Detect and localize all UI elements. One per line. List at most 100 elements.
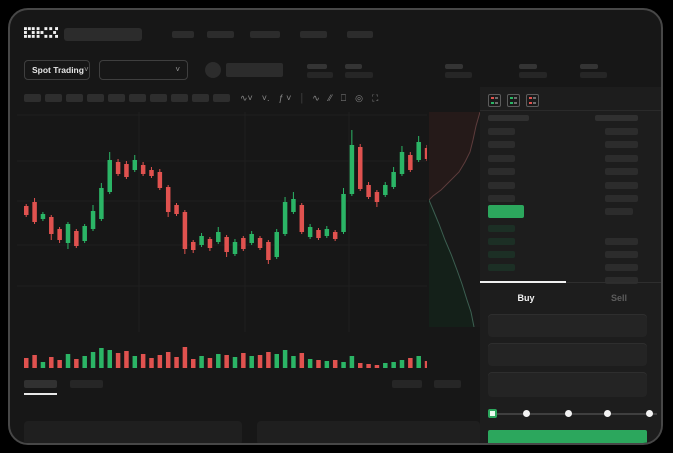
ask-amount-placeholder [605,154,638,162]
compare-icon[interactable]: ˅. [261,93,270,103]
book-icon-mark [529,102,532,104]
coin-avatar [205,62,221,78]
timeframe-button-5[interactable] [108,94,125,102]
last-price-amount-placeholder [605,208,633,215]
bid-row[interactable] [480,225,661,233]
orders-row-1 [24,421,242,443]
market-type-label: Spot Trading [32,65,84,75]
indicators-icon[interactable]: ƒ ˅ [278,93,292,103]
amount-slider-track[interactable] [492,413,657,415]
search-input[interactable] [64,28,142,41]
price-input[interactable] [488,314,647,337]
ask-row[interactable] [480,181,661,190]
okx-logo[interactable] [24,26,58,39]
ask-price-placeholder [488,181,515,189]
book-icon-mark [514,102,517,104]
stat-3-label [445,64,463,69]
timeframe-button-6[interactable] [129,94,146,102]
sell-tab[interactable]: Sell [610,293,627,303]
chart-type-icon[interactable]: ∿˅ [240,92,253,103]
slider-stop-5[interactable] [646,410,653,417]
book-icon-mark [510,102,513,104]
ask-row[interactable] [480,141,661,149]
ask-amount-placeholder [605,168,638,176]
bottom-action-2[interactable] [434,380,461,388]
slider-stop-2[interactable] [523,410,530,417]
book-icon-mark [495,97,498,99]
book-combined-icon[interactable] [488,94,501,107]
timeframe-button-10[interactable] [213,94,230,102]
book-icon-mark [510,97,513,99]
nav-item-3[interactable] [250,31,280,38]
timeframe-button-8[interactable] [171,94,188,102]
okx-logo-icon [24,27,58,38]
snapshot-icon[interactable]: ⎕ [340,92,347,103]
stat-5-label [580,64,598,69]
ask-price-placeholder [488,195,515,202]
book-icon-mark [514,97,517,99]
stat-2-label [345,64,362,69]
nav-item-1[interactable] [172,31,194,38]
candlestick-chart [17,112,427,332]
timeframe-button-9[interactable] [192,94,209,102]
ask-row[interactable] [480,154,661,163]
amount-input[interactable] [488,343,647,366]
fullscreen-icon[interactable]: ⛶ [372,92,379,103]
bottom-action-1[interactable] [392,380,422,388]
order-book-panel: Buy Sell [480,87,661,443]
book-col-price-header [488,115,529,121]
chevron-down-icon: ˅ [175,65,180,74]
ask-price-placeholder [488,141,515,149]
bid-price-placeholder [488,251,515,258]
nav-item-4[interactable] [300,31,327,38]
history-tab[interactable] [70,380,103,388]
book-col-amount-header [595,115,638,121]
ask-row[interactable] [480,128,661,136]
book-icon-mark [491,102,494,104]
stat-5-value [580,72,607,78]
timeframe-button-2[interactable] [45,94,62,102]
stat-3-value [445,72,472,78]
timeframe-button-3[interactable] [66,94,83,102]
bid-amount-placeholder [605,251,638,258]
ask-row[interactable] [480,168,661,176]
book-asks-icon[interactable] [526,94,539,107]
bid-row[interactable] [480,238,661,246]
total-input[interactable] [488,372,647,397]
bid-row[interactable] [480,277,661,285]
buy-tab[interactable]: Buy [517,293,535,303]
nav-item-2[interactable] [207,31,234,38]
timeframe-buttons [24,94,230,102]
slider-stop-3[interactable] [565,410,572,417]
book-bids-icon[interactable] [507,94,520,107]
nav-item-5[interactable] [347,31,373,38]
divider: | [300,92,304,104]
book-icon-mark [529,97,532,99]
depth-chart [429,112,480,327]
bid-row[interactable] [480,251,661,259]
slider-handle[interactable] [488,409,497,418]
timeframe-button-4[interactable] [87,94,104,102]
ask-row[interactable] [480,195,661,203]
settings-icon[interactable]: ◎ [355,92,364,103]
slider-stop-4[interactable] [604,410,611,417]
draw-tool-icon[interactable]: ⁄⁄ [328,93,332,103]
tabs-divider [480,282,661,283]
market-type-dropdown[interactable]: Spot Trading ˅ [24,60,90,80]
line-tool-icon[interactable]: ∿ [312,92,320,103]
book-icon-mark [495,102,498,104]
timeframe-button-7[interactable] [150,94,167,102]
bid-price-placeholder [488,264,515,271]
instrument-dropdown[interactable]: ˅ [99,60,188,80]
orders-tab-active[interactable] [24,380,57,388]
pair-name-placeholder [226,63,283,77]
active-tab-underline [24,393,57,395]
buy-submit-button[interactable] [488,430,647,443]
stat-1-label [307,64,327,69]
last-price-badge [488,205,524,218]
stat-4-label [519,64,537,69]
bid-amount-placeholder [605,264,638,271]
stat-4-value [519,72,547,78]
timeframe-button-1[interactable] [24,94,41,102]
bid-row[interactable] [480,264,661,272]
